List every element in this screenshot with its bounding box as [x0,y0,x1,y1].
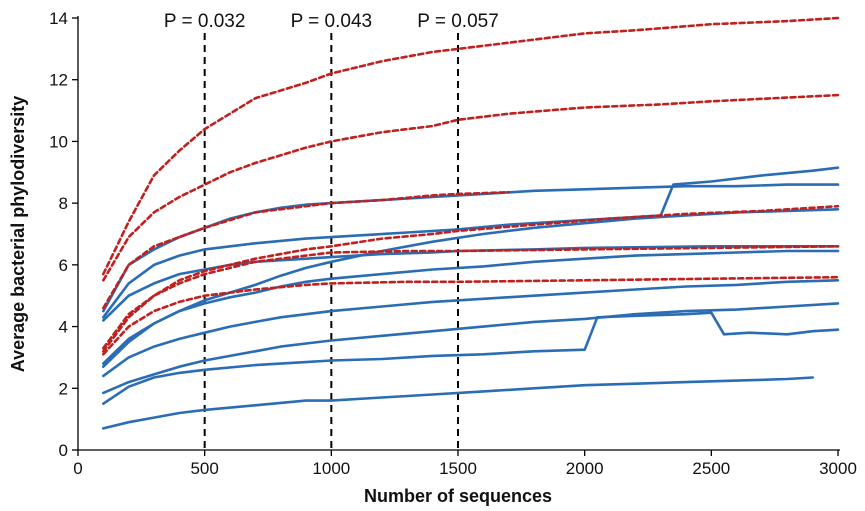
solid-series-line [102,279,840,378]
dashed-series-line [102,204,840,350]
x-tick-label: 3000 [819,459,857,478]
y-tick-label: 0 [59,441,68,460]
dashed-series-line [102,191,510,310]
dashed-series-line [102,16,840,276]
x-tick-label: 500 [190,459,218,478]
p-value-label: P = 0.043 [291,11,373,32]
y-tick-label: 4 [59,318,68,337]
vline-layer: P = 0.032 P = 0.043 P = 0.057 [164,11,499,450]
solid-series-line [102,249,840,368]
y-tick-label: 12 [49,71,68,90]
solid-series-line [102,166,840,319]
dashed-series-line [102,275,840,356]
y-tick-label: 6 [59,256,68,275]
tick-layer: 0 500 1000 1500 2000 2500 3000 0 2 4 6 8 10 12 14 [49,9,857,478]
x-tick-label: 2500 [692,459,730,478]
solid-series-line [102,302,840,395]
p-value-label: P = 0.057 [417,11,499,32]
x-tick-label: 1000 [312,459,350,478]
y-tick-label: 14 [49,9,68,28]
solid-series-line [102,311,840,405]
x-tick-label: 0 [73,459,82,478]
x-tick-label: 1500 [439,459,477,478]
p-value-label: P = 0.032 [164,11,246,32]
x-axis-title: Number of sequences [364,486,552,506]
x-tick-label: 2000 [566,459,604,478]
y-axis-title: Average bacterial phylodiversity [8,96,28,372]
y-tick-label: 8 [59,194,68,213]
y-tick-label: 2 [59,379,68,398]
dashed-series-line [102,93,840,282]
solid-series-line [102,376,814,430]
y-tick-label: 10 [49,132,68,151]
series-layer [102,16,840,430]
dashed-series-line [102,245,840,353]
